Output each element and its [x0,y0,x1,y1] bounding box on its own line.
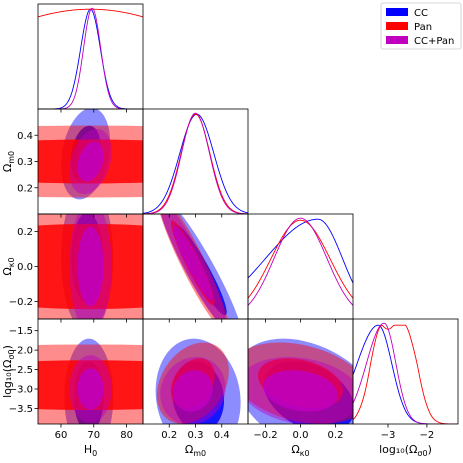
y-tick-label: 0.4 [17,131,33,142]
marginal-line-cc [353,324,458,424]
x-tick-label: 60 [55,430,68,441]
y-tick-label: −2.0 [9,346,33,357]
legend: CC Pan CC+Pan [380,2,462,50]
marginal-line-cc [248,218,353,284]
x-tick-label: 0.2 [161,430,177,441]
y-tick-label: 0.2 [17,227,33,238]
y-tick-label: 0.3 [17,157,33,168]
contour-inner-cc-pan [77,226,104,307]
legend-label: Pan [414,22,432,33]
contour-panel-Ok0-H0 [38,214,143,319]
panel-frame [142,108,249,215]
y-tick-label: −3.0 [9,385,33,396]
x-axis-label-logOd0: log₁₀(Ωσ0) [379,443,432,458]
x-tick-label: −3 [381,430,396,441]
marginal-line-cc-pan [353,322,458,424]
y-tick-label: −3.5 [9,404,33,415]
contour-inner-cc-pan [172,370,213,412]
legend-swatch-cc-pan [386,36,408,44]
x-tick-label: 0.3 [188,430,204,441]
contour-inner-pan [38,360,143,410]
contour-inner-cc-pan [77,368,104,410]
y-axis-label-Om0: Ωm0 [1,151,16,172]
y-tick-label: −2.5 [9,365,33,376]
contour-inner-cc-pan [172,225,213,301]
y-tick-label: −1.5 [9,326,33,337]
legend-swatch-cc [386,8,408,16]
marginal-line-cc-pan [248,217,353,306]
marginal-panel-Ok0 [248,217,353,306]
marginal-line-pan [143,113,248,214]
contour-inner-pan [38,139,143,184]
marginal-line-pan [248,219,353,299]
panel-frame [37,3,144,110]
y-axis-label-logOd0: log₁₀(Ωσ0) [1,345,16,398]
panels: 0.2 0.3 0.4 −0.2 0.0 0.2 60 70 80 −3.5 −3.0 −2.5 −2.… [1,3,459,458]
marginal-panel-H0 [38,7,143,109]
marginal-line-cc-pan [38,7,143,109]
legend-label: CC+Pan [414,36,454,47]
marginal-line-pan [353,324,458,424]
y-tick-label: −0.2 [9,297,33,308]
contour-inner-cc-pan [77,141,104,182]
x-tick-label: 0.0 [293,430,309,441]
marginal-panel-logOd0 [353,322,458,424]
marginal-panel-Om0 [143,112,248,214]
marginal-line-cc [143,113,248,214]
contour-inner-cc-pan [263,370,338,412]
y-axis-label-Ok0: Ωκ0 [1,257,16,275]
contour-panel-logOd0-Ok0 [248,338,353,424]
contour-inner-pan [38,223,143,310]
panel-frame [247,213,354,320]
y-tick-label: 0.2 [17,183,33,194]
x-tick-label: −2 [420,430,435,441]
x-tick-label: 80 [120,430,133,441]
panel-frame [352,318,459,425]
marginal-line-cc [38,8,143,109]
x-axis-label-H0: H0 [84,443,97,458]
marginal-line-cc-pan [143,112,248,214]
x-tick-label: −0.2 [253,430,277,441]
contour-panel-logOd0-H0 [38,338,143,424]
contour-panel-logOd0-Om0 [155,338,241,424]
legend-label: CC [414,8,428,19]
x-axis-label-Ok0: Ωκ0 [291,443,309,458]
contour-panel-Om0-H0 [38,109,143,200]
x-tick-label: 0.2 [328,430,344,441]
contour-panel-Ok0-Om0 [156,214,244,319]
y-tick-label: 0.0 [17,262,33,273]
legend-swatch-pan [386,22,408,30]
x-axis-label-Om0: Ωm0 [185,443,206,458]
x-tick-label: 0.4 [214,430,230,441]
x-tick-label: 70 [87,430,100,441]
